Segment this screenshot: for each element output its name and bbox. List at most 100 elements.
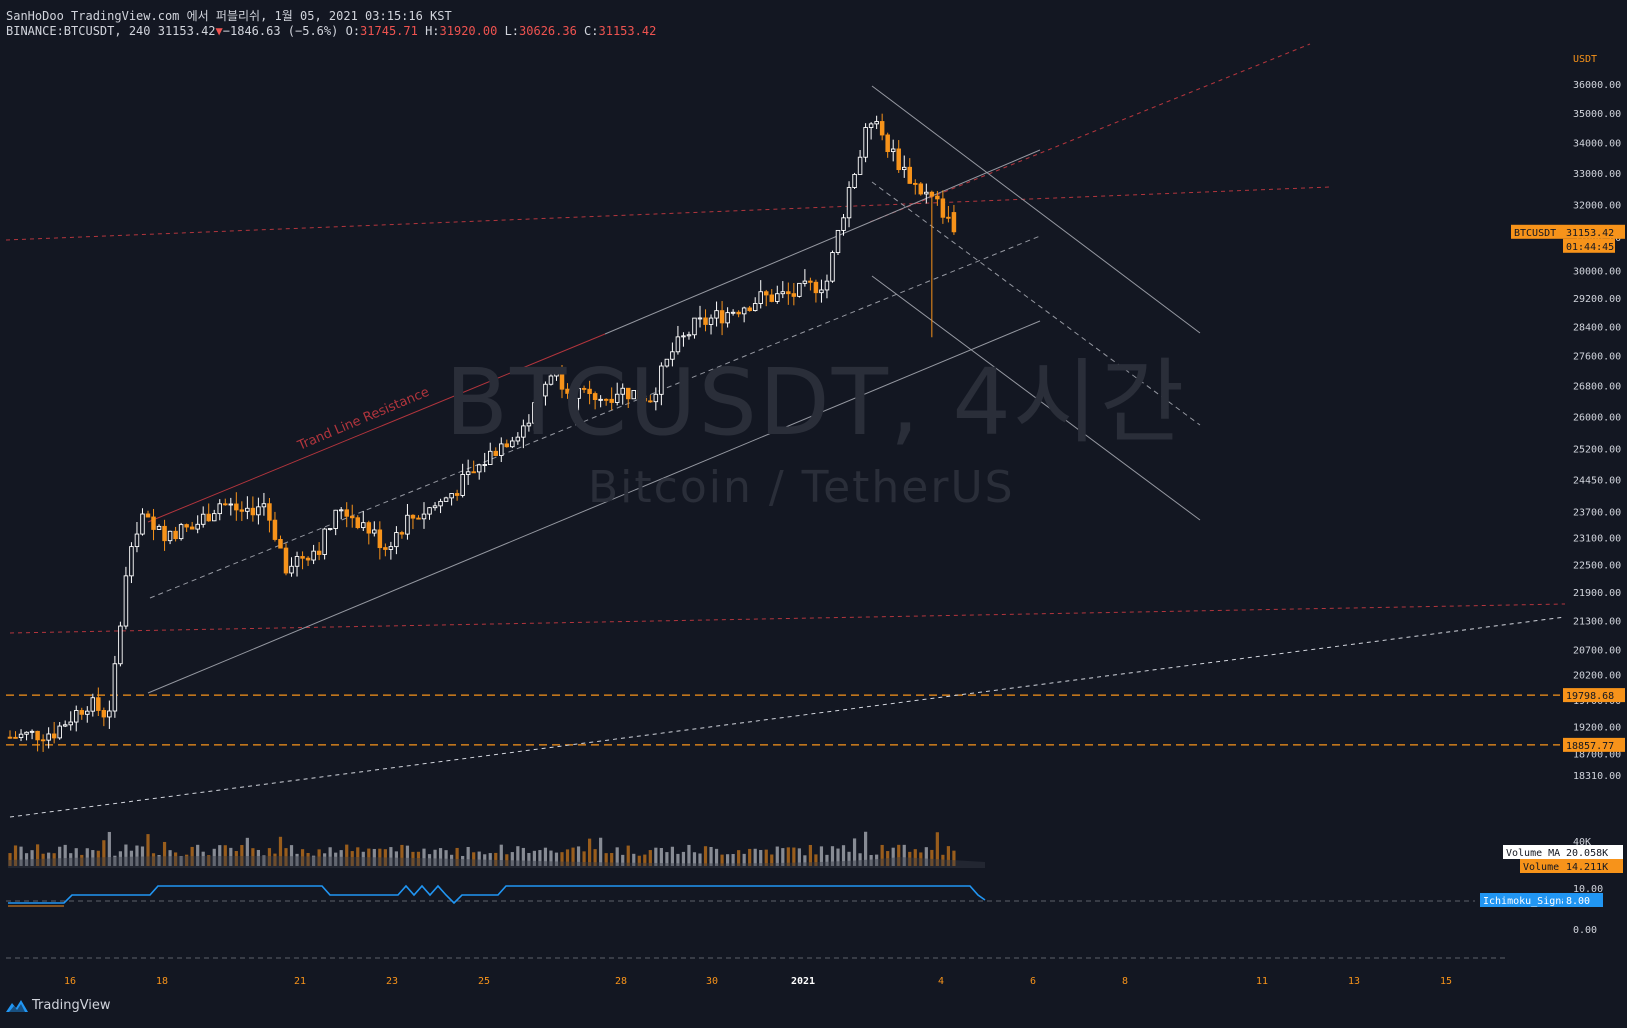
trendline-resistance-ext xyxy=(604,217,881,335)
symbol-label[interactable]: BINANCE:BTCUSDT, 240 xyxy=(6,24,151,38)
volume-ma-name-tag: Volume MA xyxy=(1506,848,1560,859)
volume-bar xyxy=(334,852,338,866)
volume-bar xyxy=(604,853,608,866)
volume-bar xyxy=(240,845,244,866)
candle-body xyxy=(631,390,637,400)
candle-body xyxy=(388,546,394,550)
candle-body xyxy=(802,280,808,284)
volume-bar xyxy=(919,852,923,866)
candle-body xyxy=(278,539,283,549)
candle-body xyxy=(653,393,659,403)
candle-body xyxy=(427,507,432,515)
level-lower-tag-bg xyxy=(1563,737,1625,752)
tradingview-logo[interactable]: TradingView xyxy=(6,998,111,1013)
candle-body xyxy=(868,123,874,128)
candle-body xyxy=(162,525,167,542)
volume-bar xyxy=(499,844,503,866)
candle-body xyxy=(134,533,140,548)
candle-body xyxy=(763,291,769,296)
candle-body xyxy=(465,471,471,475)
volume-bar xyxy=(692,852,697,866)
volume-bar xyxy=(516,846,520,866)
volume-bar xyxy=(946,846,950,866)
candle-body xyxy=(245,507,250,512)
indicator-value-tag-bg xyxy=(1563,893,1603,907)
volume-bar xyxy=(129,850,134,866)
volume-bar xyxy=(289,845,294,866)
price-axis: 36000.00 35000.00 34000.00 33000.00 32000.00… xyxy=(1573,54,1621,936)
volume-bar xyxy=(113,855,117,866)
candle-body xyxy=(140,513,145,535)
candle-body xyxy=(129,546,134,577)
candle-body xyxy=(598,398,603,401)
volume-bar xyxy=(13,845,18,866)
down-channel-top xyxy=(871,85,1201,334)
volume-bar xyxy=(146,834,150,866)
close-label: C: xyxy=(584,24,599,38)
candle-body xyxy=(493,450,499,456)
volume-bar xyxy=(886,851,890,866)
price-tick-label: 34000.00 xyxy=(1573,138,1621,149)
candle-body xyxy=(835,229,841,253)
candle-body xyxy=(681,335,686,338)
price-tick-label: 25200.00 xyxy=(1573,445,1621,456)
volume-bar xyxy=(168,850,172,866)
candle-body xyxy=(879,121,885,136)
volume-bar xyxy=(47,852,51,866)
candle-body xyxy=(857,156,863,175)
candle-body xyxy=(394,532,399,548)
volume-bar xyxy=(174,852,178,866)
high-value: 31920.00 xyxy=(439,24,498,38)
indicator-value-tag: 8.00 xyxy=(1566,896,1590,907)
volume-bar xyxy=(549,850,553,866)
volume-bar xyxy=(394,851,398,866)
time-tick-label: 16 xyxy=(64,976,76,987)
time-tick-label: 6 xyxy=(1030,976,1036,987)
price-tick-label: 18310.00 xyxy=(1573,771,1621,782)
price-tick-label: 21900.00 xyxy=(1573,588,1621,599)
price-tick-label: 20200.00 xyxy=(1573,671,1621,682)
volume-bar xyxy=(941,854,945,866)
volume-bar xyxy=(770,854,774,866)
resistance-dashed-long xyxy=(5,186,1331,241)
candle-body xyxy=(289,565,294,574)
time-tick-label: 23 xyxy=(386,976,398,987)
volume-bar xyxy=(748,848,752,866)
price-tick-label: 23700.00 xyxy=(1573,507,1621,518)
candle-body xyxy=(471,471,476,474)
volume-bar xyxy=(621,854,625,866)
volume-scale-label: 40K xyxy=(1573,837,1591,848)
volume-bar xyxy=(74,848,78,866)
candle-body xyxy=(890,148,896,153)
candle-body xyxy=(543,383,548,397)
volume-bar xyxy=(786,847,790,866)
indicator-tick-label: 0.00 xyxy=(1573,925,1597,936)
volume-bar xyxy=(245,837,249,866)
symbol-price-tag-bg xyxy=(1511,224,1563,239)
candle-body xyxy=(609,398,614,403)
candle-body xyxy=(581,387,587,390)
volume-bar xyxy=(350,851,354,866)
volume-bar xyxy=(582,851,586,866)
time-tick-label: 28 xyxy=(615,976,627,987)
candle-body xyxy=(68,721,73,726)
volume-bar xyxy=(383,849,387,866)
volume-bar xyxy=(361,851,365,866)
volume-bar xyxy=(416,851,421,866)
volume-bar xyxy=(96,850,100,866)
candle-body xyxy=(145,513,151,518)
candle-body xyxy=(366,522,372,534)
low-value: 30626.36 xyxy=(519,24,577,38)
time-tick-label: 21 xyxy=(294,976,306,987)
candle-body xyxy=(714,310,719,319)
volume-bar xyxy=(218,845,222,866)
volume-bar xyxy=(405,845,410,866)
candle-body xyxy=(73,710,79,723)
volume-bar xyxy=(797,848,801,866)
candle-body xyxy=(824,280,830,291)
candle-body xyxy=(421,513,427,520)
volume-bar xyxy=(593,849,597,866)
candle-body xyxy=(747,307,752,312)
candle-body xyxy=(294,556,300,567)
